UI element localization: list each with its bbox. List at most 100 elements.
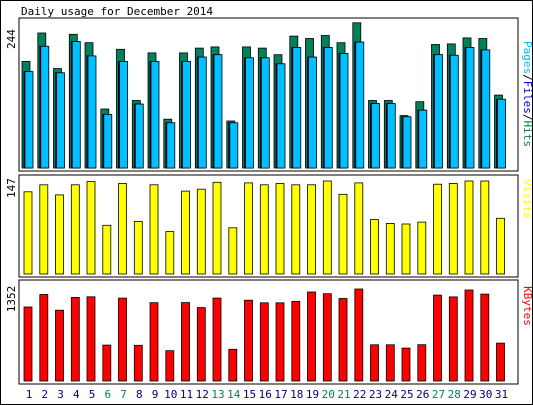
kbytes-bar: [23, 306, 33, 382]
kbytes-bar: [385, 344, 395, 382]
kbytes-bar: [307, 291, 316, 382]
day-label: 11: [180, 388, 193, 401]
visits-bar: [354, 182, 364, 275]
visits-bar: [244, 182, 253, 275]
chart-title: Daily usage for December 2014: [21, 5, 213, 18]
day-label: 4: [73, 388, 80, 401]
kbytes-bar: [433, 294, 442, 382]
visits-bar: [448, 183, 458, 275]
kbytes-bar: [448, 296, 458, 382]
pages-bar: [418, 109, 428, 169]
visits-bar: [70, 184, 80, 275]
pages-bar: [229, 122, 239, 169]
kbytes-bar: [181, 302, 190, 382]
kbytes-bar: [118, 297, 127, 382]
day-label: 12: [196, 388, 209, 401]
pages-bar: [371, 103, 380, 169]
visits-bar: [259, 184, 269, 275]
pages-bar: [87, 55, 97, 169]
kbytes-bar: [322, 293, 332, 382]
kbytes-bar: [354, 288, 364, 382]
kbytes-bar: [291, 300, 301, 382]
kbytes-bar: [401, 347, 411, 382]
day-label: 23: [369, 388, 382, 401]
day-label: 21: [337, 388, 350, 401]
legend-sep-1: /: [521, 74, 532, 81]
visits-bar: [39, 184, 49, 275]
pages-bar: [402, 116, 412, 169]
pages-bar: [71, 41, 81, 169]
day-label: 8: [136, 388, 143, 401]
day-label: 31: [495, 388, 508, 401]
hits-files-pages-legend: Pages/Files/Hits: [521, 41, 532, 147]
day-label: 29: [463, 388, 476, 401]
pages-bar: [355, 41, 365, 169]
pages-bar: [103, 114, 113, 169]
visits-bar: [212, 181, 222, 275]
visits-bar: [433, 183, 442, 275]
pages-bar: [386, 103, 396, 169]
visits-bar: [385, 222, 395, 275]
pages-bar: [323, 47, 333, 169]
visits-bar: [401, 223, 411, 275]
hits-files-pages-bars: [21, 22, 506, 169]
day-label: 27: [432, 388, 445, 401]
kbytes-bar: [165, 350, 175, 382]
kbytes-bar: [338, 298, 348, 382]
visits-bar: [496, 217, 505, 275]
kbytes-legend: KBytes: [521, 286, 532, 326]
legend-hits: Hits: [521, 121, 532, 148]
kbytes-bar: [212, 297, 222, 382]
kbytes-bar: [149, 302, 159, 382]
pages-bar: [260, 57, 270, 169]
visits-bar: [480, 180, 490, 275]
day-label: 24: [385, 388, 399, 401]
day-label: 18: [290, 388, 303, 401]
day-label: 2: [41, 388, 48, 401]
visits-bar: [55, 194, 64, 275]
day-label: 20: [322, 388, 335, 401]
legend-pages: Pages: [521, 41, 532, 74]
kbytes-bar: [464, 289, 474, 382]
pages-bar: [40, 45, 50, 169]
pages-bar: [497, 98, 506, 169]
kbytes-bar: [275, 302, 285, 382]
kbytes-bar: [496, 342, 505, 382]
visits-ymax-label: 147: [5, 178, 18, 198]
visits-bar: [86, 181, 96, 275]
visits-bar: [196, 188, 206, 275]
kbytes-bar: [417, 344, 427, 382]
visits-bar: [165, 231, 175, 275]
day-label: 15: [243, 388, 256, 401]
day-label: 1: [26, 388, 33, 401]
legend-sep-2: /: [521, 114, 532, 121]
day-label: 14: [227, 388, 241, 401]
kbytes-bar: [133, 344, 143, 382]
visits-bar: [307, 184, 316, 275]
visits-bar: [23, 191, 33, 275]
day-label: 5: [89, 388, 96, 401]
pages-bar: [465, 47, 475, 169]
day-label: 13: [211, 388, 224, 401]
day-label: 25: [400, 388, 413, 401]
kbytes-bars: [23, 288, 505, 382]
day-label: 16: [259, 388, 272, 401]
kbytes-bar: [244, 299, 253, 382]
pages-bar: [134, 103, 144, 169]
kbytes-bar: [259, 302, 269, 382]
visits-bar: [275, 183, 285, 275]
visits-bars: [23, 180, 505, 275]
kbytes-bar: [480, 293, 490, 382]
pages-bar: [339, 53, 349, 169]
visits-bar: [228, 227, 238, 275]
visits-bar: [181, 190, 190, 275]
visits-bar: [133, 221, 143, 275]
day-label: 30: [479, 388, 492, 401]
visits-bar: [417, 221, 427, 275]
kbytes-bar: [70, 296, 80, 382]
pages-bar: [308, 56, 317, 169]
kbytes-bar: [86, 296, 96, 382]
day-label: 22: [353, 388, 366, 401]
day-label: 10: [164, 388, 177, 401]
kbytes-bar: [55, 309, 64, 382]
